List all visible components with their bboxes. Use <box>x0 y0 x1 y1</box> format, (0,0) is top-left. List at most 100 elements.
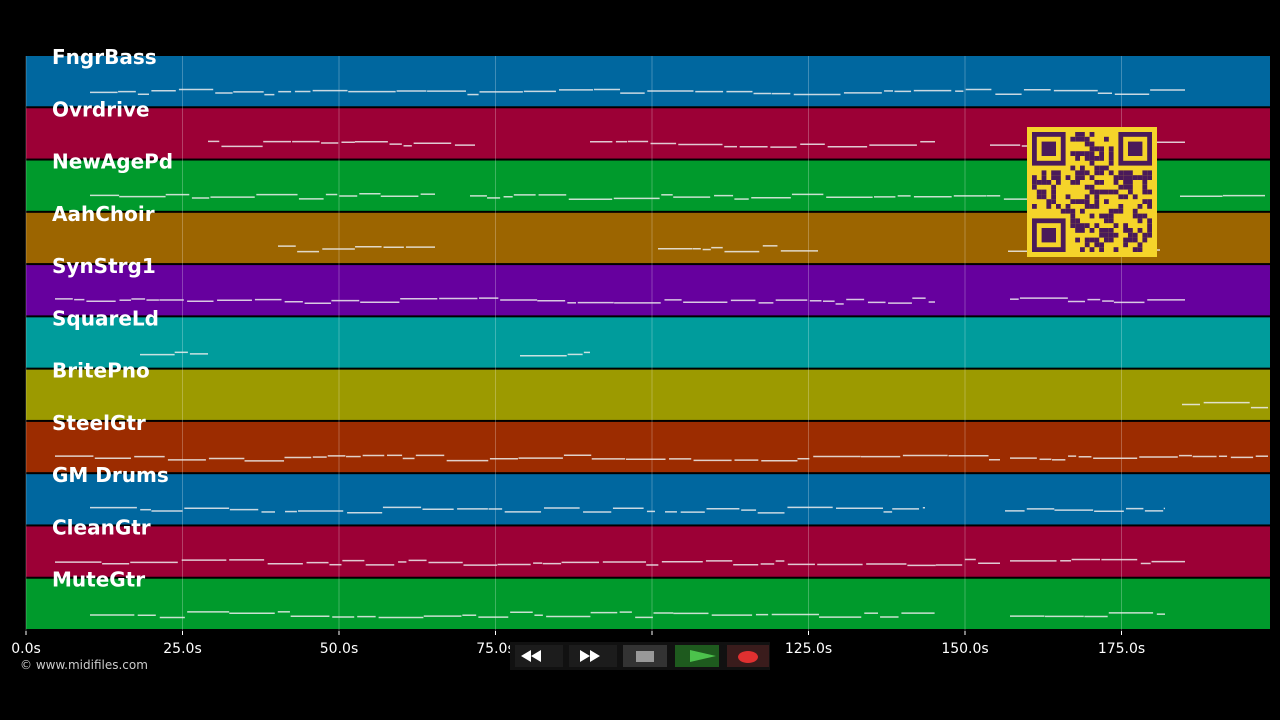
qr-module <box>1084 199 1090 204</box>
qr-module <box>1132 175 1138 180</box>
qr-module <box>1094 223 1100 228</box>
qr-module <box>1070 151 1076 156</box>
transport-controls <box>510 642 770 670</box>
time-label: 0.0s <box>11 641 41 657</box>
track-name: MuteGtr <box>52 568 145 592</box>
qr-module <box>1084 170 1090 176</box>
qr-module <box>1104 232 1109 238</box>
qr-module <box>1147 170 1152 176</box>
track-lane <box>26 317 1270 368</box>
qr-module <box>1089 175 1095 180</box>
qr-module <box>1128 184 1133 190</box>
qr-module <box>1080 223 1085 228</box>
qr-module <box>1132 213 1138 219</box>
qr-module <box>1080 132 1085 137</box>
qr-module <box>1075 180 1080 185</box>
qr-module <box>1099 180 1104 185</box>
qr-module <box>1132 232 1138 238</box>
qr-module <box>1108 237 1114 243</box>
qr-module <box>1147 204 1152 209</box>
qr-module <box>1147 223 1152 228</box>
qr-module <box>1051 175 1056 180</box>
qr-module <box>1046 180 1052 185</box>
qr-module <box>1051 189 1056 195</box>
qr-module <box>1128 170 1133 176</box>
qr-module <box>1147 228 1152 233</box>
qr-module <box>1099 228 1104 233</box>
qr-module <box>1137 213 1143 219</box>
qr-module <box>1046 204 1052 209</box>
qr-module <box>1094 146 1100 152</box>
qr-finder <box>1128 141 1143 156</box>
qr-module <box>1075 228 1080 233</box>
qr-module <box>1113 175 1119 180</box>
qr-module <box>1032 175 1037 180</box>
qr-module <box>1132 194 1138 200</box>
qr-module <box>1089 160 1095 166</box>
track-name: Ovrdrive <box>52 97 150 121</box>
qr-module <box>1094 165 1100 171</box>
qr-module <box>1036 189 1042 195</box>
notes <box>55 88 1268 619</box>
qr-module <box>1108 213 1114 219</box>
qr-module <box>1108 228 1114 233</box>
qr-module <box>1032 184 1037 190</box>
grid <box>25 56 1122 631</box>
qr-module <box>1137 228 1143 233</box>
qr-module <box>1118 208 1124 214</box>
rewind-icon <box>521 650 541 662</box>
qr-module <box>1032 204 1037 209</box>
qr-module <box>1094 189 1100 195</box>
qr-module <box>1137 204 1143 209</box>
qr-module <box>1123 223 1128 228</box>
qr-module <box>1075 199 1080 204</box>
qr-module <box>1132 247 1138 252</box>
qr-module <box>1099 247 1104 252</box>
track-lane <box>26 474 1270 525</box>
qr-module <box>1075 223 1080 228</box>
track-name: BritePno <box>52 359 150 383</box>
qr-module <box>1108 189 1114 195</box>
qr-module <box>1123 175 1128 180</box>
qr-module <box>1089 237 1095 243</box>
qr-module <box>1099 170 1104 176</box>
copyright: © www.midifiles.com <box>20 658 148 672</box>
track-name: NewAgePd <box>52 150 173 174</box>
qr-module <box>1056 175 1061 180</box>
qr-module <box>1075 151 1080 156</box>
track-name: SynStrg1 <box>52 254 156 278</box>
qr-module <box>1108 156 1114 161</box>
qr-finder <box>1041 228 1056 243</box>
qr-module <box>1036 194 1042 200</box>
qr-module <box>1041 189 1047 195</box>
time-label: 25.0s <box>163 641 201 657</box>
qr-module <box>1065 194 1071 200</box>
qr-module <box>1137 175 1143 180</box>
record-icon <box>738 651 758 663</box>
qr-module <box>1113 189 1119 195</box>
time-label: 175.0s <box>1098 641 1145 657</box>
qr-module <box>1070 223 1076 228</box>
qr-module <box>1080 165 1085 171</box>
qr-module <box>1080 247 1085 252</box>
track-lane <box>26 265 1270 316</box>
qr-module <box>1046 199 1052 204</box>
qr-module <box>1104 189 1109 195</box>
qr-module <box>1123 237 1128 243</box>
qr-module <box>1089 141 1095 147</box>
qr-module <box>1099 232 1104 238</box>
qr-module <box>1108 170 1114 176</box>
qr-module <box>1108 232 1114 238</box>
qr-module <box>1051 184 1056 190</box>
qr-module <box>1089 247 1095 252</box>
qr-module <box>1142 184 1148 190</box>
qr-module <box>1108 151 1114 156</box>
qr-module <box>1104 218 1109 224</box>
qr-module <box>1099 242 1104 248</box>
qr-module <box>1128 232 1133 238</box>
qr-module <box>1041 170 1047 176</box>
qr-module <box>1123 228 1128 233</box>
qr-module <box>1099 151 1104 156</box>
